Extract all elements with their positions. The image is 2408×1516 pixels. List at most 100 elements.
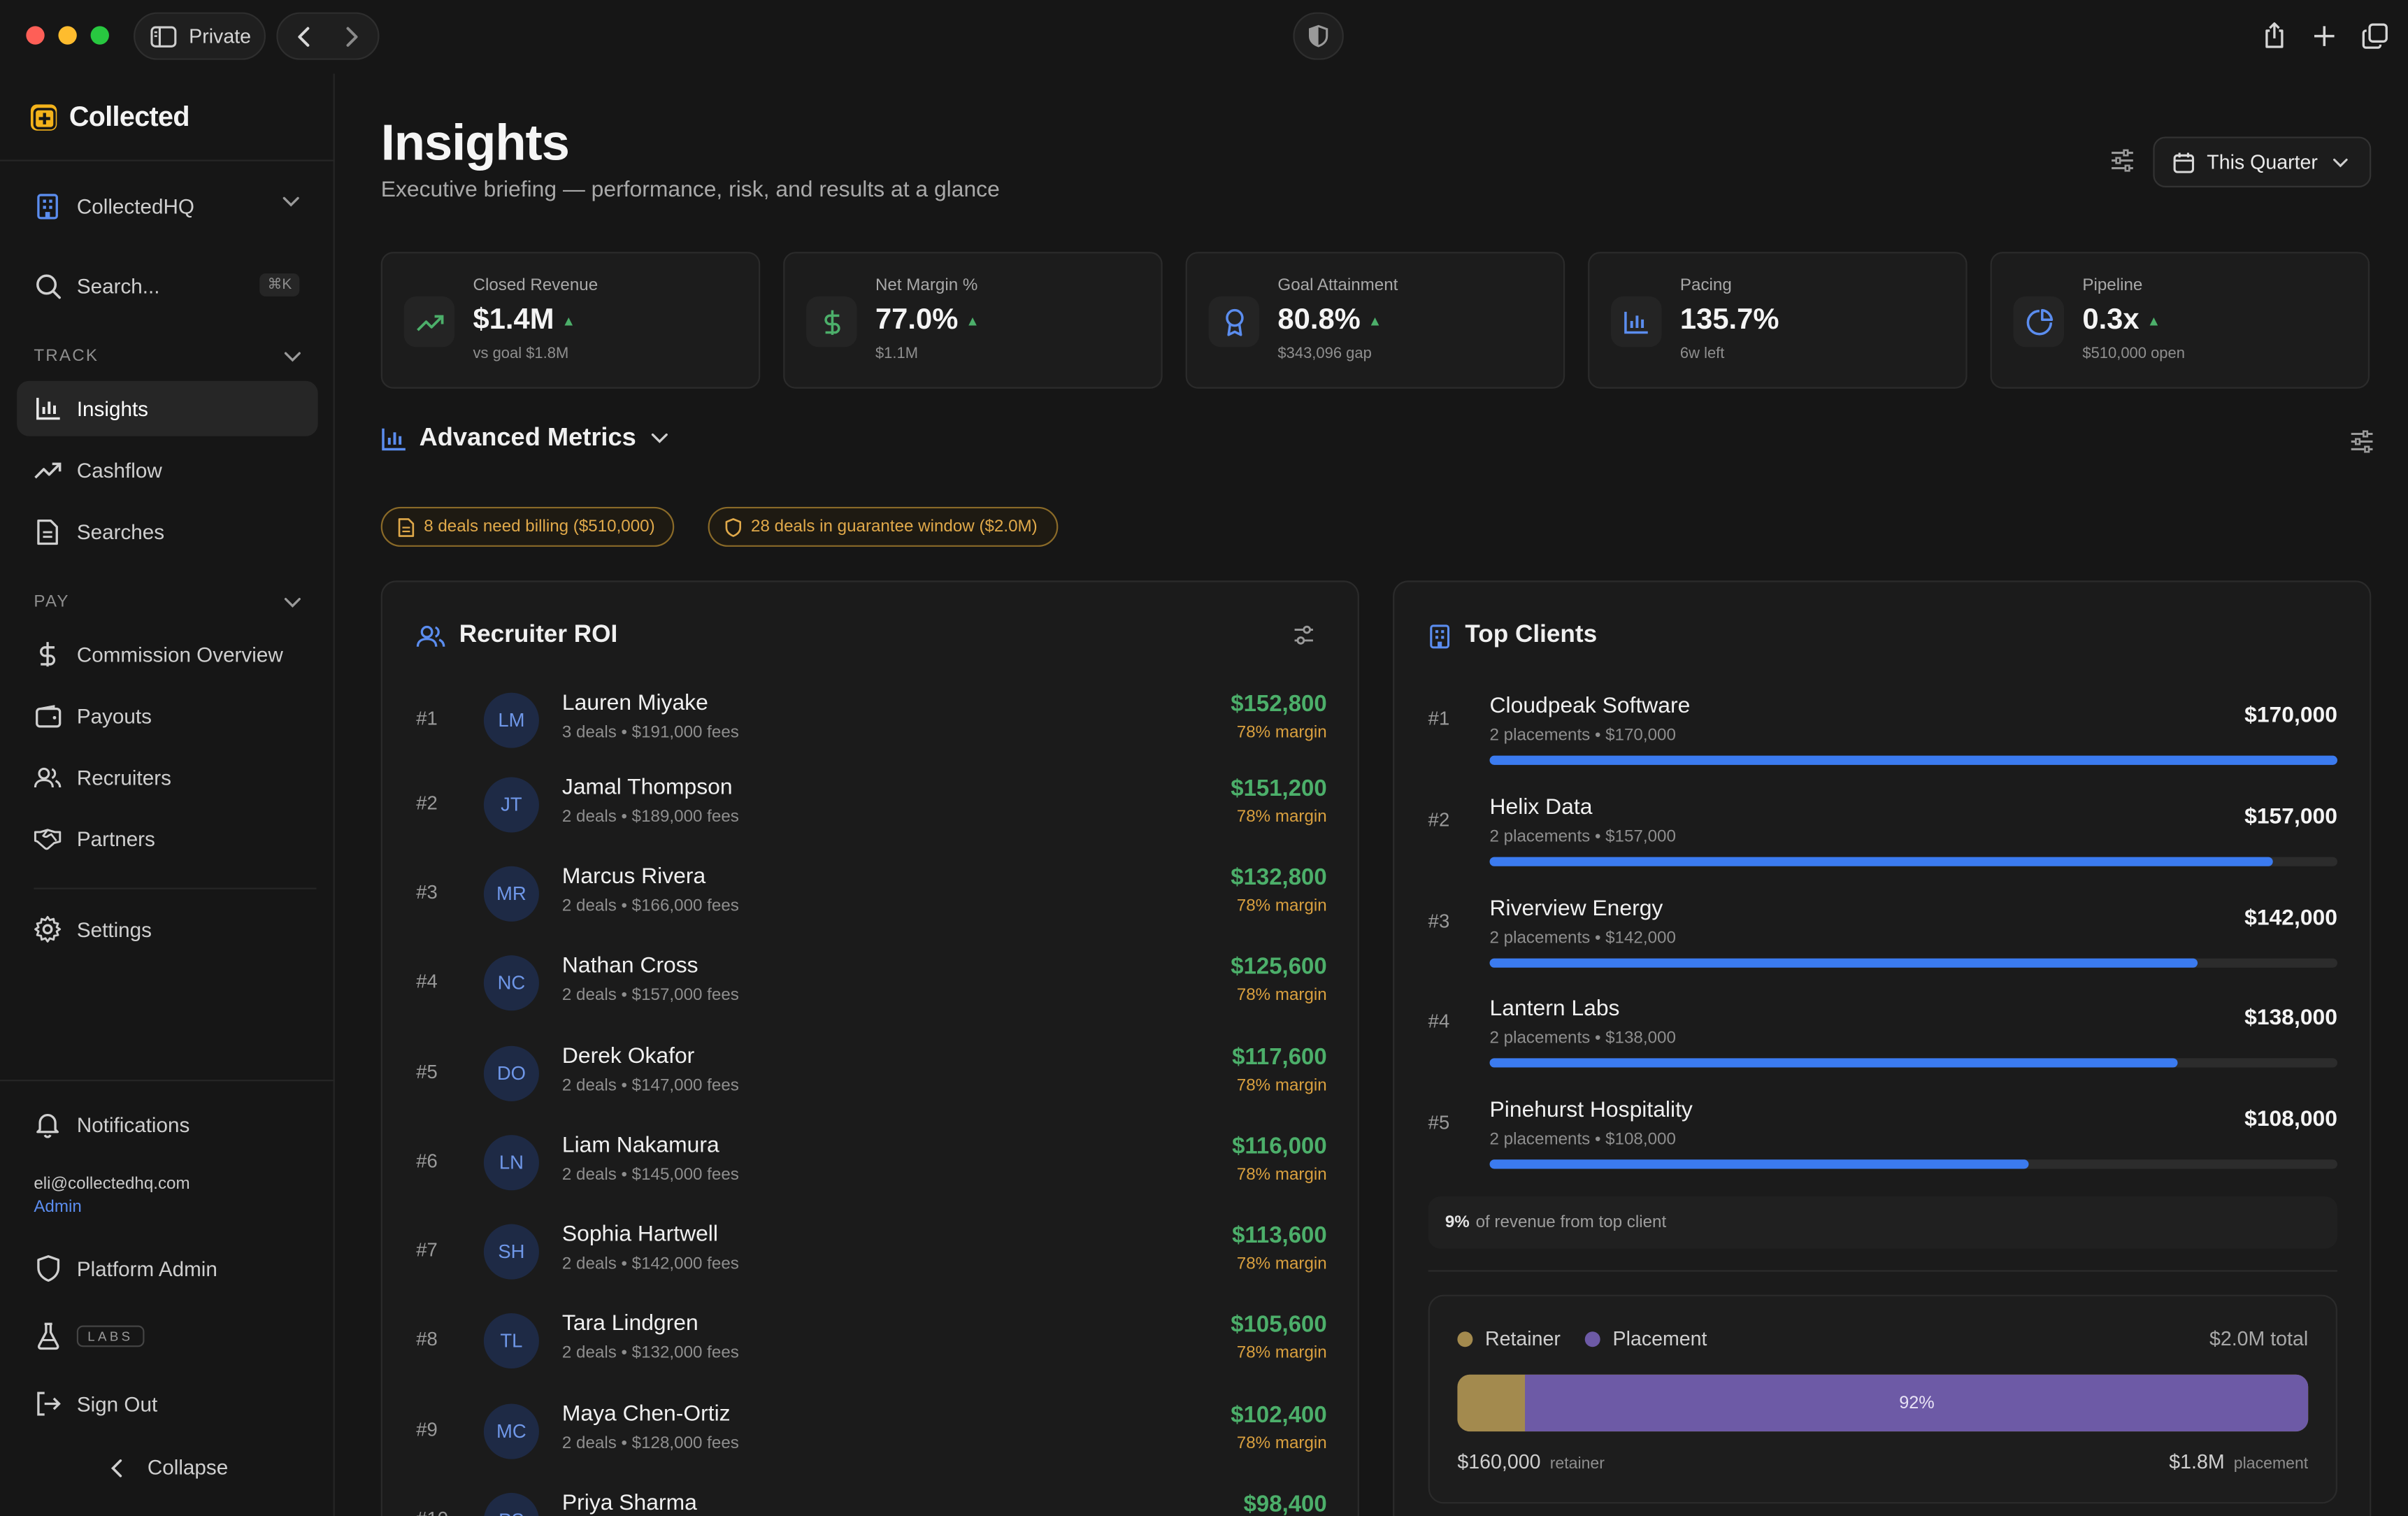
kpi-card-pacing[interactable]: Pacing 135.7% 6w left — [1588, 252, 1968, 389]
sidebar-item-label: Recruiters — [76, 765, 171, 789]
client-row[interactable]: #5 Pinehurst Hospitality 2 placements • … — [1428, 1090, 2337, 1182]
section-header-track[interactable]: TRACK — [34, 347, 301, 366]
sign-out-button[interactable]: Sign Out — [17, 1376, 318, 1431]
kpi-card-pipeline[interactable]: Pipeline 0.3x ▲ $510,000 open — [1990, 252, 2370, 389]
advanced-metrics-label: Advanced Metrics — [419, 424, 636, 452]
workspace-switcher[interactable]: CollectedHQ — [17, 178, 318, 234]
avatar: PS — [483, 1492, 539, 1516]
kpi-value: 135.7% — [1679, 303, 1779, 337]
recruiter-row[interactable]: #6 LN Liam Nakamura 2 deals • $145,000 f… — [416, 1129, 1327, 1199]
sidebar-item-recruiters[interactable]: Recruiters — [17, 750, 318, 805]
recruiter-meta: 2 deals • $142,000 fees — [561, 1254, 739, 1273]
sidebar-item-labs[interactable]: LABS — [17, 1308, 318, 1364]
alert-billing-badge[interactable]: 8 deals need billing ($510,000) — [380, 506, 675, 547]
up-arrow-icon: ▲ — [2147, 313, 2161, 329]
recruiter-row[interactable]: #7 SH Sophia Hartwell 2 deals • $142,000… — [416, 1218, 1327, 1289]
kpi-label: Net Margin % — [875, 276, 978, 295]
recruiter-name: Tara Lindgren — [561, 1311, 698, 1336]
collapse-label: Collapse — [147, 1456, 229, 1480]
client-row[interactable]: #4 Lantern Labs 2 placements • $138,000 … — [1428, 989, 2337, 1082]
zoom-window-button[interactable] — [90, 26, 109, 45]
users-icon — [416, 624, 445, 646]
close-window-button[interactable] — [26, 26, 45, 45]
recruiter-row[interactable]: #4 NC Nathan Cross 2 deals • $157,000 fe… — [416, 949, 1327, 1020]
recruiter-amount: $105,600 — [1231, 1311, 1327, 1338]
forward-button[interactable] — [328, 25, 378, 47]
client-bar-track — [1489, 857, 2337, 866]
collapse-button[interactable]: Collapse — [110, 1456, 228, 1479]
recruiter-row[interactable]: #1 LM Lauren Miyake 3 deals • $191,000 f… — [416, 687, 1327, 757]
recruiter-margin: 78% margin — [1236, 1166, 1327, 1185]
kpi-card-closed-revenue[interactable]: Closed Revenue $1.4M ▲ vs goal $1.8M — [380, 252, 761, 389]
kpi-card-net-margin[interactable]: Net Margin % 77.0% ▲ $1.1M — [783, 252, 1163, 389]
client-row[interactable]: #2 Helix Data 2 placements • $157,000 $1… — [1428, 788, 2337, 880]
recruiter-roi-settings-button[interactable] — [1293, 625, 1314, 645]
sidebar-item-commission-overview[interactable]: Commission Overview — [17, 627, 318, 682]
back-button[interactable] — [278, 25, 328, 47]
revenue-mix-bar[interactable]: 92% — [1457, 1374, 2309, 1432]
chevron-left-icon — [297, 26, 309, 46]
alert-guarantee-badge[interactable]: 28 deals in guarantee window ($2.0M) — [708, 506, 1058, 547]
recruiter-margin: 78% margin — [1236, 723, 1327, 742]
rank: #3 — [1428, 910, 1450, 933]
kpi-subtext: $510,000 open — [2082, 345, 2185, 363]
rank: #4 — [1428, 1010, 1450, 1033]
share-button[interactable] — [2254, 15, 2294, 55]
recruiter-row[interactable]: #2 JT Jamal Thompson 2 deals • $189,000 … — [416, 771, 1327, 842]
tab-overview-button[interactable] — [2354, 15, 2394, 55]
sidebar-item-partners[interactable]: Partners — [17, 811, 318, 866]
recruiter-row[interactable]: #9 MC Maya Chen-Ortiz 2 deals • $128,000… — [416, 1398, 1327, 1468]
rank: #9 — [416, 1419, 438, 1441]
card-header: Recruiter ROI — [416, 622, 617, 650]
kpi-subtext: $343,096 gap — [1277, 345, 1372, 363]
new-tab-button[interactable] — [2304, 15, 2344, 55]
recruiter-row[interactable]: #10 PS Priya Sharma $98,400 — [416, 1487, 1327, 1516]
client-meta: 2 placements • $157,000 — [1489, 827, 1676, 847]
sidebar-item-cashflow[interactable]: Cashflow — [17, 443, 318, 498]
customize-metrics-button[interactable] — [2350, 430, 2374, 453]
recruiter-row[interactable]: #5 DO Derek Okafor 2 deals • $147,000 fe… — [416, 1040, 1327, 1110]
sidebar-item-searches[interactable]: Searches — [17, 503, 318, 559]
client-meta: 2 placements • $170,000 — [1489, 726, 1676, 745]
client-row[interactable]: #1 Cloudpeak Software 2 placements • $17… — [1428, 687, 2337, 779]
sidebar-item-platform-admin[interactable]: Platform Admin — [17, 1241, 318, 1296]
brand-logo[interactable]: Collected — [29, 101, 190, 134]
chevron-down-icon — [652, 433, 668, 443]
privacy-shield-button[interactable] — [1293, 12, 1344, 60]
section-label-track: TRACK — [34, 347, 99, 366]
recruiter-meta: 2 deals • $128,000 fees — [561, 1434, 739, 1453]
search-shortcut: ⌘K — [259, 273, 300, 296]
recruiter-row[interactable]: #8 TL Tara Lindgren 2 deals • $132,000 f… — [416, 1307, 1327, 1378]
search-button[interactable]: Search... — [17, 258, 318, 313]
advanced-metrics-toggle[interactable]: Advanced Metrics — [381, 424, 668, 453]
recruiter-row[interactable]: #3 MR Marcus Rivera 2 deals • $166,000 f… — [416, 860, 1327, 931]
kpi-card-goal-attainment[interactable]: Goal Attainment 80.8% ▲ $343,096 gap — [1185, 252, 1565, 389]
client-row[interactable]: #3 Riverview Energy 2 placements • $142,… — [1428, 889, 2337, 982]
revenue-mix-panel: Retainer Placement $2.0M total 92% $160,… — [1428, 1294, 2337, 1504]
section-header-pay[interactable]: PAY — [34, 593, 301, 611]
client-name: Helix Data — [1489, 795, 1593, 820]
search-label: Search... — [76, 274, 160, 298]
avatar: DO — [483, 1045, 539, 1101]
client-bar-fill — [1489, 857, 2273, 866]
card-title: Recruiter ROI — [459, 622, 618, 648]
minimize-window-button[interactable] — [58, 26, 77, 45]
sidebar-item-settings[interactable]: Settings — [17, 901, 318, 957]
recruiter-meta: 2 deals • $166,000 fees — [561, 896, 739, 916]
rank: #8 — [416, 1328, 438, 1350]
period-selector[interactable]: This Quarter — [2153, 136, 2372, 187]
kpi-value: 0.3x — [2082, 303, 2140, 337]
sidebar-toggle-button[interactable]: Private — [134, 12, 266, 60]
chevron-down-icon — [2333, 157, 2349, 167]
card-title: Top Clients — [1465, 622, 1598, 648]
client-meta: 2 placements • $108,000 — [1489, 1130, 1676, 1149]
sidebar-item-insights[interactable]: Insights — [17, 380, 318, 436]
filters-button[interactable] — [2110, 149, 2135, 172]
recruiter-amount: $151,200 — [1231, 775, 1327, 802]
dollar-icon — [806, 296, 857, 348]
recruiter-amount: $125,600 — [1231, 953, 1327, 980]
sidebar-item-payouts[interactable]: Payouts — [17, 688, 318, 743]
bar-chart-icon — [34, 394, 62, 422]
sidebar-item-label: Sign Out — [76, 1392, 158, 1416]
sidebar-item-notifications[interactable]: Notifications — [17, 1096, 318, 1152]
